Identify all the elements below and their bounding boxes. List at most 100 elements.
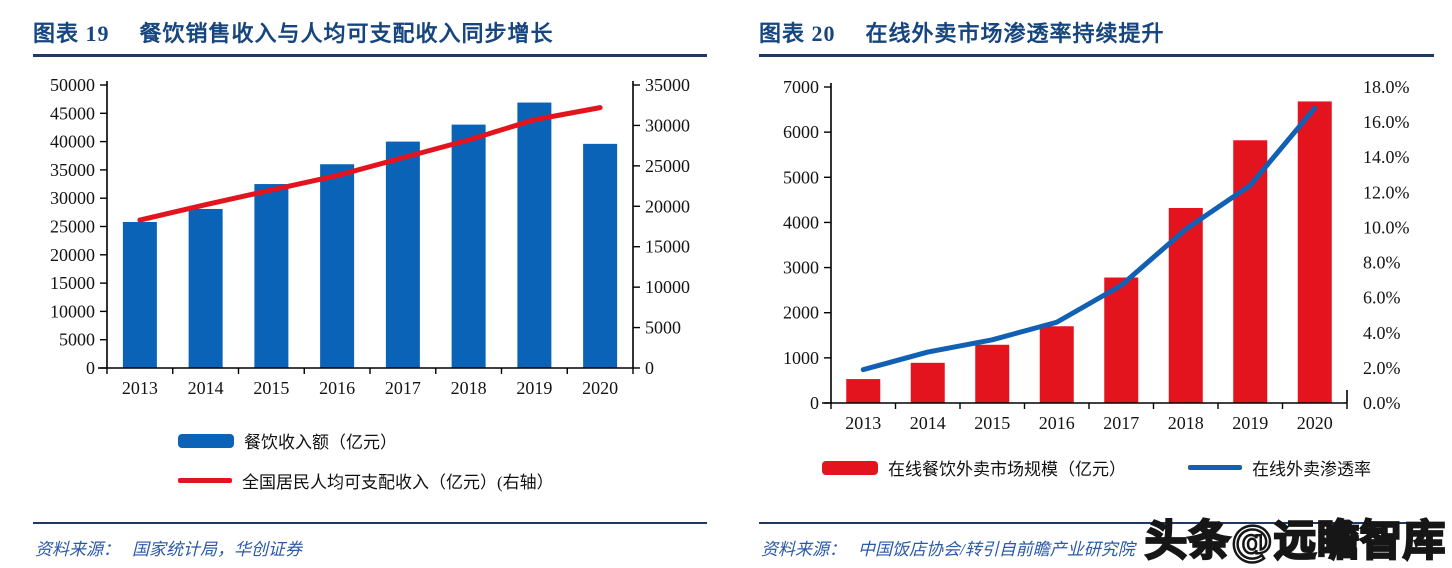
right-axis-tick-label: 5000 — [645, 318, 681, 338]
x-axis-label: 2017 — [1103, 413, 1139, 433]
bar-2016 — [1039, 326, 1074, 403]
bar-2018 — [451, 124, 486, 368]
left-axis-tick-label: 3000 — [783, 258, 819, 278]
left-axis-tick-label: 0 — [810, 393, 819, 413]
legend-label: 全国居民人均可支配收入（亿元）(右轴） — [242, 473, 554, 492]
right-axis-tick-label: 8.0% — [1363, 253, 1401, 273]
right-axis-tick-label: 20000 — [645, 196, 690, 216]
right-axis-tick-label: 35000 — [645, 75, 690, 95]
figure-label: 图表 19 — [33, 21, 110, 46]
left-axis-tick-label: 6000 — [783, 122, 819, 142]
source-value: 中国饭店协会/转引自前瞻产业研究院 — [858, 540, 1135, 559]
source-prefix: 资料来源： — [35, 540, 120, 559]
left-axis-tick-label: 30000 — [50, 188, 95, 208]
figure-20-source-block: 资料来源： 中国饭店协会/转引自前瞻产业研究院 — [759, 522, 1434, 560]
right-axis-tick-label: 2.0% — [1363, 358, 1401, 378]
bar-2014 — [188, 208, 223, 368]
figure-19-panel: 图表 19 餐饮销售收入与人均可支配收入同步增长 0 5000 10000 15000… — [33, 12, 707, 560]
left-axis-tick-label: 10000 — [50, 301, 95, 321]
right-axis-tick-label: 0 — [645, 358, 654, 378]
right-axis-tick-label: 15000 — [645, 237, 690, 257]
bar-2015 — [254, 184, 289, 368]
legend-label: 餐饮收入额（亿元） — [244, 433, 397, 452]
bar-2017 — [385, 141, 420, 368]
x-axis-label: 2016 — [1039, 413, 1075, 433]
figure-19-source-block: 资料来源： 国家统计局，华创证券 — [33, 522, 707, 560]
left-axis-tick-label: 35000 — [50, 160, 95, 180]
bar-2019 — [1233, 140, 1268, 404]
right-axis-tick-label: 30000 — [645, 115, 690, 135]
right-axis-tick-label: 12.0% — [1363, 182, 1410, 202]
figure-label: 图表 20 — [759, 21, 836, 46]
right-axis-tick-label: 18.0% — [1363, 77, 1410, 97]
legend-label: 在线餐饮外卖市场规模（亿元） — [888, 460, 1126, 479]
x-axis-label: 2013 — [845, 413, 881, 433]
title-divider — [759, 54, 1434, 57]
figure-20-legend: 在线餐饮外卖市场规模（亿元） 在线外卖渗透率 — [759, 455, 1434, 480]
bar-2014 — [910, 362, 945, 403]
right-axis-tick-label: 10000 — [645, 277, 690, 297]
right-axis-tick-label: 6.0% — [1363, 288, 1401, 308]
left-axis-tick-label: 20000 — [50, 245, 95, 265]
source-value: 国家统计局，华创证券 — [132, 540, 302, 559]
left-axis-tick-label: 2000 — [783, 303, 819, 323]
legend-item: 在线外卖渗透率 — [1188, 455, 1371, 480]
right-axis-tick-label: 25000 — [645, 156, 690, 176]
left-axis-tick-label: 45000 — [50, 103, 95, 123]
left-axis-tick-label: 50000 — [50, 75, 95, 95]
right-axis-tick-label: 14.0% — [1363, 147, 1410, 167]
figure-20-title: 图表 20 在线外卖市场渗透率持续提升 — [759, 12, 1434, 54]
figure-caption: 在线外卖市场渗透率持续提升 — [865, 21, 1165, 46]
left-axis-tick-label: 5000 — [783, 167, 819, 187]
source-divider — [759, 522, 1434, 524]
source-text: 资料来源： 中国饭店协会/转引自前瞻产业研究院 — [759, 524, 1434, 560]
left-axis-tick-label: 4000 — [783, 212, 819, 232]
source-text: 资料来源： 国家统计局，华创证券 — [33, 524, 707, 560]
x-axis-label: 2013 — [122, 378, 158, 398]
right-axis-tick-label: 10.0% — [1363, 217, 1410, 237]
legend-bar-swatch — [822, 460, 878, 475]
legend-line-swatch — [178, 478, 232, 483]
line-series — [860, 105, 1318, 373]
bar-2017 — [1104, 277, 1139, 403]
left-axis-tick-label: 0 — [86, 358, 95, 378]
bar-2013 — [122, 221, 157, 368]
left-axis-tick-label: 5000 — [59, 330, 95, 350]
figure-20-panel: 图表 20 在线外卖市场渗透率持续提升 0 1000 2000 3000 4000 500… — [759, 12, 1434, 560]
figure-19-title: 图表 19 餐饮销售收入与人均可支配收入同步增长 — [33, 12, 707, 54]
left-axis-tick-label: 15000 — [50, 273, 95, 293]
bar-2013 — [846, 379, 881, 403]
legend-item: 全国居民人均可支配收入（亿元）(右轴） — [178, 468, 707, 493]
figure-19-legend: 餐饮收入额（亿元） 全国居民人均可支配收入（亿元）(右轴） — [33, 428, 707, 493]
right-axis-tick-label: 16.0% — [1363, 112, 1410, 132]
source-divider — [33, 522, 707, 524]
watermark: 头条@远瞻智库 — [1144, 515, 1447, 565]
line-series — [137, 105, 603, 223]
bar-2020 — [583, 143, 618, 368]
delivery-market-chart: 0 1000 2000 3000 4000 5000 6000 7000 0.0% 2.0% 4.0… — [783, 77, 1410, 433]
right-axis-tick-label: 0.0% — [1363, 393, 1401, 413]
x-axis-label: 2018 — [1168, 413, 1204, 433]
x-axis-label: 2017 — [385, 378, 421, 398]
legend-label: 在线外卖渗透率 — [1252, 460, 1371, 479]
bar-2016 — [320, 164, 355, 368]
left-axis-tick-label: 7000 — [783, 77, 819, 97]
x-axis-label: 2016 — [319, 378, 355, 398]
x-axis-label: 2019 — [516, 378, 552, 398]
restaurant-income-chart: 0 5000 10000 15000 20000 25000 30000 35000 40000… — [50, 75, 690, 398]
left-axis-tick-label: 25000 — [50, 217, 95, 237]
bar-2019 — [517, 102, 552, 368]
right-axis-tick-label: 4.0% — [1363, 323, 1401, 343]
x-axis-label: 2014 — [910, 413, 946, 433]
x-axis-label: 2020 — [1297, 413, 1333, 433]
left-axis-tick-label: 1000 — [783, 348, 819, 368]
source-prefix: 资料来源： — [761, 540, 846, 559]
legend-item: 在线餐饮外卖市场规模（亿元） — [822, 455, 1126, 480]
bar-2015 — [975, 344, 1010, 403]
left-axis-tick-label: 40000 — [50, 132, 95, 152]
x-axis-label: 2019 — [1232, 413, 1268, 433]
x-axis-label: 2020 — [582, 378, 618, 398]
legend-bar-swatch — [178, 433, 234, 448]
figure-caption: 餐饮销售收入与人均可支配收入同步增长 — [139, 21, 554, 46]
